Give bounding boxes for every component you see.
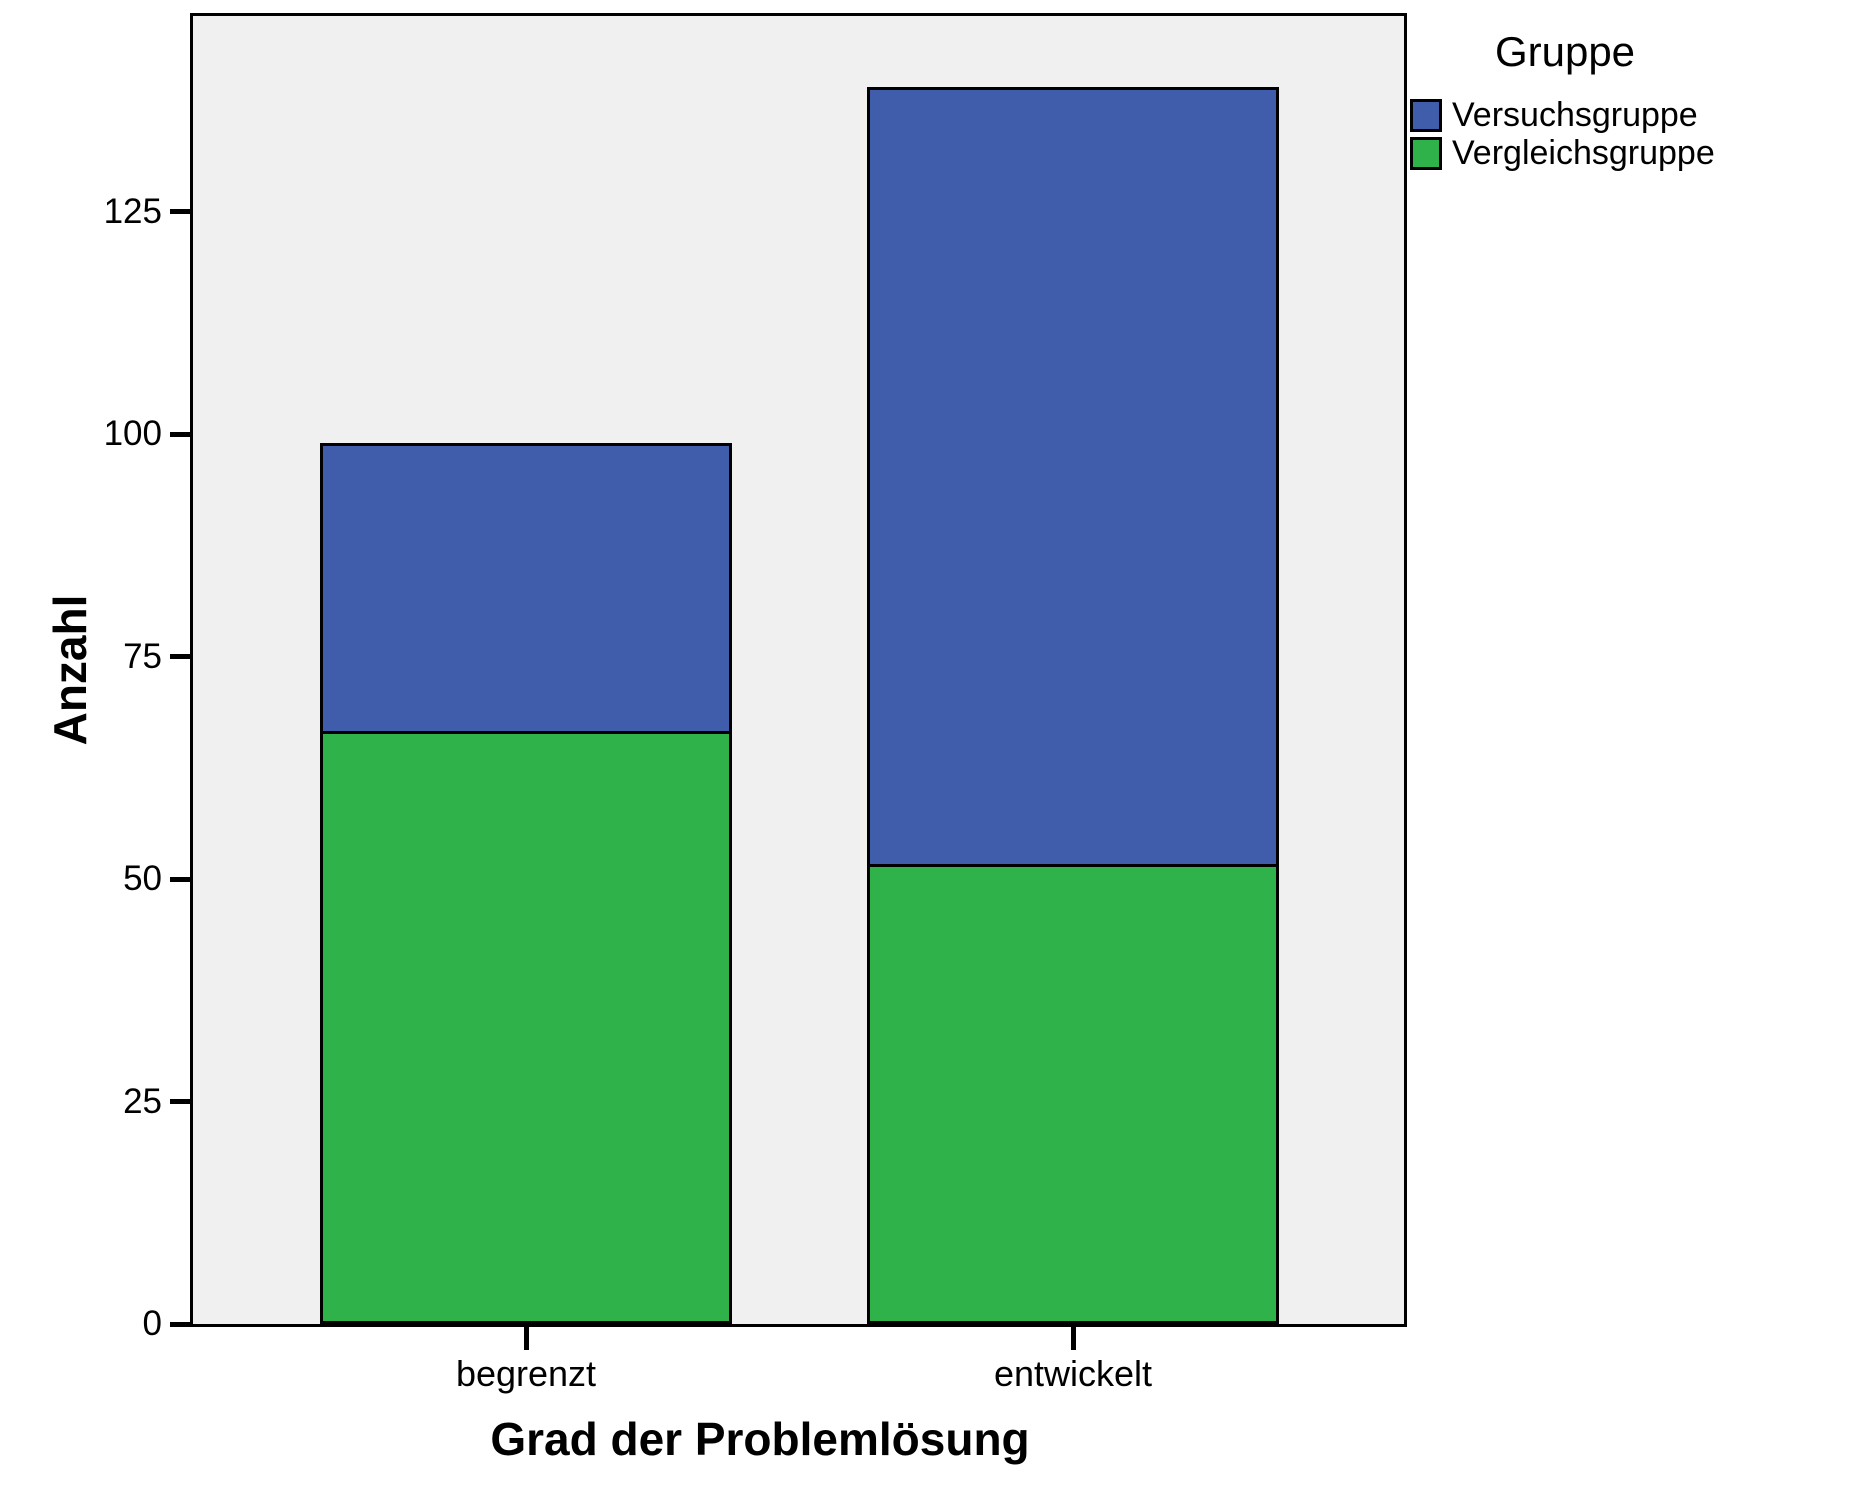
- legend: Gruppe Versuchsgruppe Vergleichsgruppe: [1410, 28, 1720, 172]
- legend-item-vergleichsgruppe: Vergleichsgruppe: [1410, 134, 1720, 172]
- y-axis-tick-label: 0: [142, 1304, 162, 1343]
- legend-title: Gruppe: [1494, 28, 1636, 75]
- legend-item-label: Vergleichsgruppe: [1452, 133, 1715, 172]
- y-axis-tick: [170, 209, 190, 215]
- legend-swatch-vergleichsgruppe: [1410, 136, 1442, 170]
- y-axis-tick: [170, 1099, 190, 1105]
- bar-segment-vergleichsgruppe: [870, 867, 1276, 1321]
- bar-segment-vergleichsgruppe: [323, 734, 729, 1321]
- bar-segment-versuchsgruppe: [323, 446, 729, 734]
- y-axis-tick-label: 50: [123, 859, 162, 899]
- y-axis-tick-label: 100: [103, 414, 162, 454]
- plot-area: [190, 13, 1407, 1327]
- y-axis-tick-label: 75: [123, 636, 162, 676]
- y-axis-tick: [170, 1321, 190, 1327]
- legend-swatch-versuchsgruppe: [1410, 98, 1442, 132]
- y-axis-tick: [170, 876, 190, 882]
- bar-stack-begrenzt: [320, 443, 732, 1324]
- y-axis-tick-label: 125: [103, 191, 162, 231]
- y-axis-tick: [170, 654, 190, 660]
- x-axis-tick: [1070, 1327, 1076, 1350]
- x-axis-title: Grad der Problemlösung: [490, 1413, 1030, 1465]
- legend-item-versuchsgruppe: Versuchsgruppe: [1410, 96, 1720, 134]
- bar-stack-entwickelt: [867, 87, 1279, 1324]
- legend-item-label: Versuchsgruppe: [1452, 95, 1698, 134]
- y-axis-tick-label: 25: [123, 1081, 162, 1121]
- legend-items: Versuchsgruppe Vergleichsgruppe: [1410, 96, 1720, 172]
- x-axis-tick: [523, 1327, 529, 1350]
- x-axis-tick-label-entwickelt: entwickelt: [993, 1353, 1153, 1394]
- bar-segment-versuchsgruppe: [870, 90, 1276, 867]
- x-axis-tick-label-begrenzt: begrenzt: [455, 1353, 597, 1394]
- y-axis-tick: [170, 431, 190, 437]
